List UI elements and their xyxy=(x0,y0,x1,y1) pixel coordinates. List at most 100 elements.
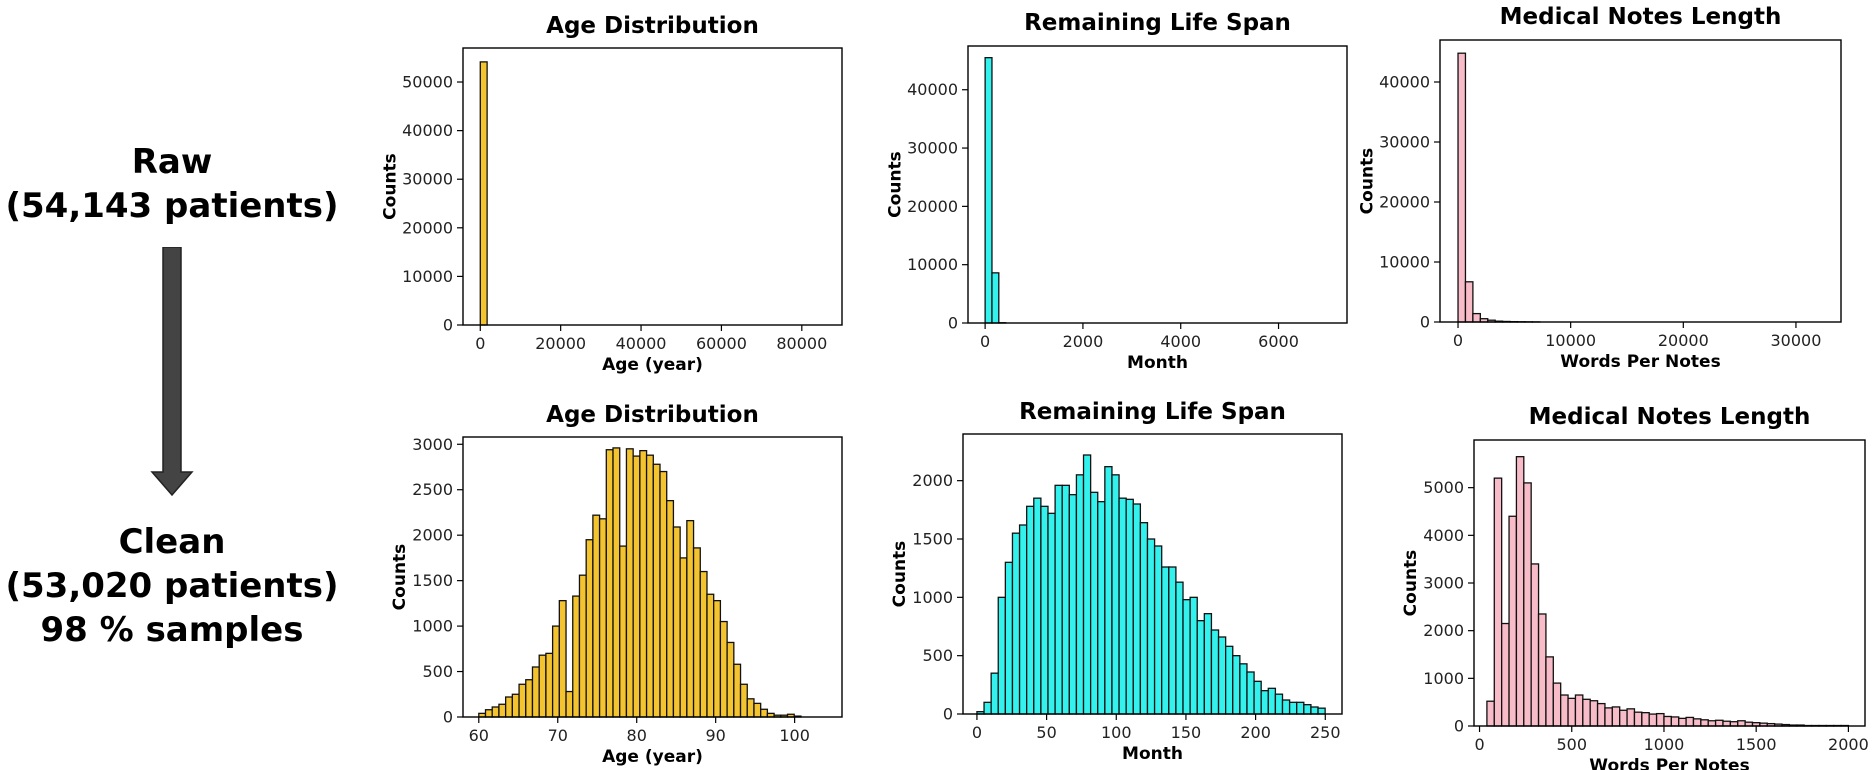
clean-lifespan-bar xyxy=(1246,671,1255,715)
clean-lifespan-y-tick-label: 1500 xyxy=(912,530,953,549)
clean-notes-bar xyxy=(1670,716,1680,727)
clean-notes-bar xyxy=(1589,700,1599,727)
raw-notes-x-axis-label: Words Per Notes xyxy=(1560,352,1720,372)
raw-notes-x-tick-label: 10000 xyxy=(1545,331,1596,350)
clean-age-bar xyxy=(666,499,675,718)
clean-lifespan-bar xyxy=(1232,655,1241,715)
clean-lifespan-bar xyxy=(1139,522,1149,715)
clean-age-x-tick-label: 60 xyxy=(469,726,489,745)
clean-lifespan-y-tick-label: 2000 xyxy=(912,471,953,490)
clean-age-bar xyxy=(760,708,769,718)
clean-age-bar xyxy=(625,448,634,718)
clean-age-bar xyxy=(619,545,628,718)
clean-label-line-1: Clean xyxy=(118,522,226,562)
clean-age-bar xyxy=(686,519,695,718)
clean-notes-bar xyxy=(1560,694,1569,727)
clean-age-bar xyxy=(679,557,688,718)
clean-age-bar xyxy=(739,683,748,718)
clean-age-plot-frame xyxy=(462,436,843,718)
clean-notes-x-tick-label: 500 xyxy=(1556,735,1587,754)
clean-age-bar xyxy=(719,620,728,718)
clean-age-y-tick-label: 3000 xyxy=(412,435,453,454)
raw-lifespan-x-tick-label: 2000 xyxy=(1063,332,1104,351)
clean-age-bar xyxy=(746,698,755,718)
clean-lifespan-bar xyxy=(1317,707,1326,715)
raw-lifespan-y-tick-label: 40000 xyxy=(907,80,958,99)
down-arrow-icon xyxy=(150,247,194,497)
clean-notes-bar xyxy=(1523,482,1532,727)
clean-age-x-tick-label: 70 xyxy=(548,726,568,745)
clean-lifespan-bar xyxy=(1310,706,1319,715)
clean-notes-y-tick-label: 0 xyxy=(1454,717,1464,736)
clean-notes-bar xyxy=(1692,718,1702,727)
clean-lifespan-bar xyxy=(1225,645,1234,715)
raw-age-x-tick-label: 0 xyxy=(475,334,485,353)
clean-age-bar xyxy=(753,702,762,718)
clean-notes-y-tick-label: 2000 xyxy=(1423,621,1464,640)
clean-age-bar xyxy=(498,703,507,718)
raw-age-x-tick-label: 40000 xyxy=(616,334,667,353)
clean-notes-bar xyxy=(1700,719,1709,727)
clean-lifespan-bar xyxy=(1175,581,1184,715)
clean-lifespan-bar xyxy=(1288,701,1298,715)
clean-lifespan-bar xyxy=(1082,454,1092,715)
clean-age-bar xyxy=(578,574,587,718)
raw-lifespan-x-tick-label: 6000 xyxy=(1258,332,1299,351)
raw-age-y-tick-label: 0 xyxy=(443,316,453,335)
raw-notes-y-axis-label: Counts xyxy=(1358,148,1378,215)
clean-notes-bar xyxy=(1501,622,1510,727)
raw-age-x-tick-label: 60000 xyxy=(696,334,747,353)
clean-lifespan-bar xyxy=(1281,699,1291,715)
clean-age-bar xyxy=(639,449,648,718)
clean-age-bar xyxy=(692,547,701,718)
clean-notes-x-tick-label: 2000 xyxy=(1828,735,1869,754)
clean-notes-bar xyxy=(1714,719,1724,727)
clean-label: Clean (53,020 patients) 98 % samples xyxy=(2,520,342,652)
clean-lifespan-bar xyxy=(1089,491,1099,715)
clean-lifespan-bar xyxy=(997,596,1007,715)
clean-age-bar xyxy=(598,518,607,718)
clean-age-bar xyxy=(551,625,560,718)
clean-lifespan-bar xyxy=(1168,566,1177,715)
clean-lifespan-bar xyxy=(1274,693,1284,715)
raw-notes-title: Medical Notes Length xyxy=(1500,4,1782,30)
clean-lifespan-x-tick-label: 200 xyxy=(1240,723,1271,742)
clean-lifespan-bar xyxy=(1047,512,1056,715)
clean-lifespan-bar xyxy=(1153,545,1163,715)
clean-age-bar xyxy=(545,652,554,718)
clean-notes-bar xyxy=(1530,563,1540,727)
clean-notes-bar xyxy=(1515,456,1525,727)
clean-notes-bar xyxy=(1663,715,1672,727)
clean-age-bar xyxy=(726,641,735,718)
clean-age-bar xyxy=(605,449,614,718)
clean-notes-bar xyxy=(1648,713,1658,727)
clean-age-bar xyxy=(645,454,654,718)
raw-lifespan-x-tick-label: 4000 xyxy=(1160,332,1201,351)
clean-notes-bar xyxy=(1655,712,1665,727)
clean-lifespan-bar xyxy=(1125,498,1134,715)
clean-notes-bar xyxy=(1722,720,1732,727)
clean-notes-bar xyxy=(1641,712,1650,727)
clean-notes-bar xyxy=(1552,682,1562,727)
clean-lifespan-x-tick-label: 50 xyxy=(1036,723,1056,742)
clean-age-bar xyxy=(484,709,493,718)
clean-lifespan-y-axis-label: Counts xyxy=(890,541,910,608)
clean-age-bar xyxy=(565,690,574,718)
raw-notes-y-tick-label: 10000 xyxy=(1379,253,1430,272)
clean-notes-bar xyxy=(1486,700,1495,727)
raw-label-line-2: (54,143 patients) xyxy=(5,186,339,226)
clean-notes-bar xyxy=(1626,708,1636,727)
raw-notes-y-tick-label: 30000 xyxy=(1379,133,1430,152)
clean-notes-title: Medical Notes Length xyxy=(1529,404,1811,430)
clean-notes-x-tick-label: 1000 xyxy=(1644,735,1685,754)
clean-notes-bar xyxy=(1545,656,1554,727)
raw-notes-x-tick-label: 20000 xyxy=(1658,331,1709,350)
clean-lifespan-bar xyxy=(1189,596,1198,715)
clean-age-y-tick-label: 2000 xyxy=(412,526,453,545)
clean-age-x-tick-label: 90 xyxy=(705,726,725,745)
clean-lifespan-bar xyxy=(1111,474,1120,715)
raw-lifespan-bar xyxy=(991,272,1000,324)
raw-lifespan-y-tick-label: 30000 xyxy=(907,139,958,158)
raw-age-title: Age Distribution xyxy=(546,13,759,39)
clean-lifespan-bar xyxy=(1026,505,1035,715)
